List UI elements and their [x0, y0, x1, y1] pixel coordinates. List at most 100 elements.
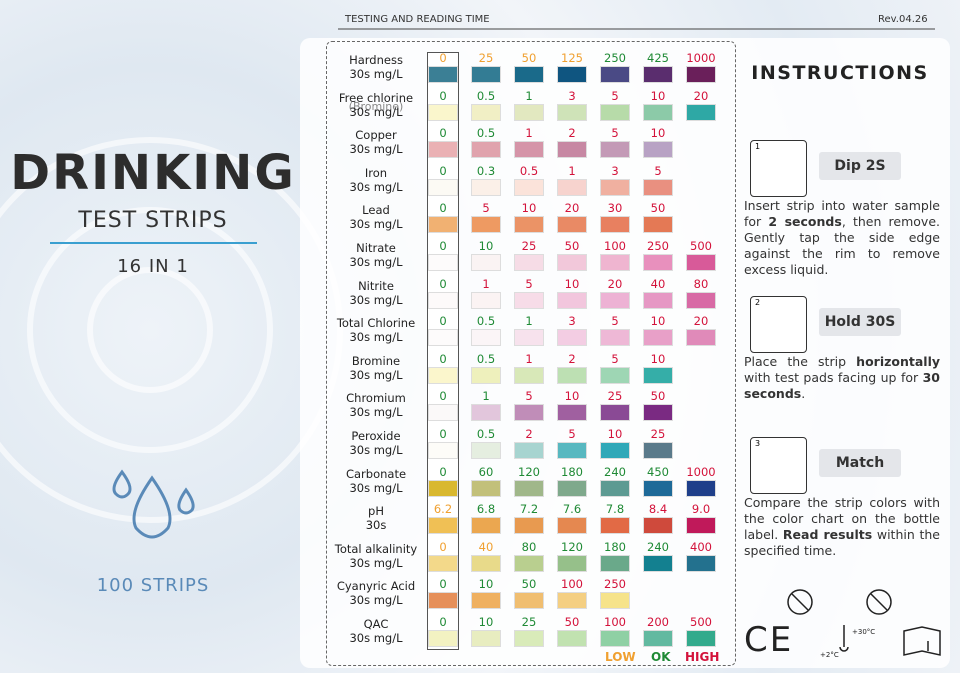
swatch	[600, 216, 630, 234]
step-button: Hold 30S	[819, 308, 901, 336]
swatch	[643, 178, 673, 196]
symbols	[787, 589, 941, 656]
row-unit: 30s mg/L	[349, 67, 403, 81]
row-name: Total alkalinity	[334, 541, 418, 556]
swatch	[600, 329, 630, 347]
level-label: 5	[568, 427, 576, 441]
level-label: 2	[525, 427, 533, 441]
row-name: Copper	[355, 128, 397, 143]
level-label: 0	[439, 126, 447, 141]
swatch	[428, 366, 458, 384]
level-label: 50	[650, 201, 666, 216]
temp-high: +30°C	[852, 628, 876, 636]
level-label: 0	[439, 51, 447, 65]
swatch	[514, 517, 544, 535]
swatch	[643, 66, 673, 83]
level-label: 5	[611, 351, 619, 366]
level-label: 25	[478, 51, 494, 65]
swatch	[428, 554, 458, 572]
swatch	[428, 479, 458, 497]
level-label: 3	[611, 163, 619, 178]
level-label: 0	[439, 239, 447, 253]
swatch	[557, 442, 587, 459]
swatch	[471, 291, 501, 309]
level-label: 20	[564, 201, 580, 216]
level-label: 7.8	[605, 502, 625, 517]
swatch	[514, 103, 544, 121]
step-number: 1	[755, 142, 761, 151]
swatch	[428, 216, 458, 234]
row-note: (Bromine)	[348, 99, 404, 113]
row-name: pH	[368, 504, 384, 519]
level-label: 0	[439, 464, 447, 479]
level-label: 0	[439, 389, 447, 404]
swatch	[471, 254, 501, 271]
level-label: 0.5	[476, 126, 496, 141]
swatch	[557, 517, 587, 535]
swatch	[428, 178, 458, 196]
level-label: 50	[521, 577, 537, 592]
level-label: 1000	[686, 464, 716, 479]
swatch	[471, 592, 501, 610]
level-label: 5	[525, 389, 533, 404]
level-label: 0	[439, 314, 447, 329]
swatch	[471, 141, 501, 159]
level-label: 1	[568, 163, 576, 178]
swatch	[686, 630, 716, 647]
title: DRINKING	[10, 145, 296, 201]
row-name: Bromine	[351, 353, 401, 368]
swatch	[686, 554, 716, 572]
swatch	[514, 141, 544, 159]
row-unit: 30s mg/L	[349, 292, 403, 307]
swatch	[686, 66, 716, 83]
swatch	[471, 630, 501, 647]
level-label: 0.5	[476, 351, 496, 366]
level-label: 60	[478, 464, 494, 479]
swatch	[600, 517, 630, 535]
swatch	[471, 442, 501, 459]
swatch	[643, 517, 673, 535]
text-run: Insert strip into water sample for	[744, 198, 940, 229]
level-label: 1	[525, 88, 533, 103]
swatch	[514, 66, 544, 83]
swatch	[600, 178, 630, 196]
level-label: 10	[650, 314, 666, 329]
text-run: horizontally	[856, 354, 940, 369]
rev: Rev.04.26	[878, 14, 928, 25]
swatch	[643, 291, 673, 309]
swatch	[471, 66, 501, 83]
swatch	[557, 66, 587, 83]
swatch	[557, 554, 587, 572]
row-name: Carbonate	[345, 466, 407, 481]
level-label: 5	[654, 163, 662, 178]
swatch	[514, 178, 544, 196]
row-name: Iron	[364, 165, 388, 180]
row-unit: 30s mg/L	[349, 330, 403, 345]
level-label: 500	[690, 615, 712, 629]
level-label: 1	[525, 126, 533, 141]
step-text: Place the strip horizontally with test p…	[744, 354, 940, 402]
swatch	[600, 592, 630, 610]
step-number: 2	[755, 298, 761, 307]
row-unit: 30s mg/L	[349, 480, 403, 495]
text-run: , then remove. Gently tap the side edge …	[744, 214, 940, 277]
level-label: 0	[439, 201, 447, 216]
row-name: QAC	[363, 617, 389, 631]
level-label: 450	[647, 464, 669, 479]
swatch	[428, 329, 458, 347]
swatch	[600, 554, 630, 572]
temp-low: +2°C	[820, 651, 839, 659]
level-label: 100	[604, 615, 626, 629]
swatch	[557, 216, 587, 234]
row-name: Total Chlorine	[336, 316, 416, 331]
level-label: 125	[561, 51, 583, 65]
level-label: 0	[439, 88, 447, 103]
level-label: 240	[647, 539, 669, 554]
level-label: 120	[561, 539, 583, 554]
swatch	[600, 103, 630, 121]
swatch	[600, 291, 630, 309]
level-label: 20	[693, 314, 709, 329]
text-run: with test pads facing up for	[744, 370, 923, 385]
swatch	[428, 254, 458, 271]
swatch	[600, 404, 630, 422]
